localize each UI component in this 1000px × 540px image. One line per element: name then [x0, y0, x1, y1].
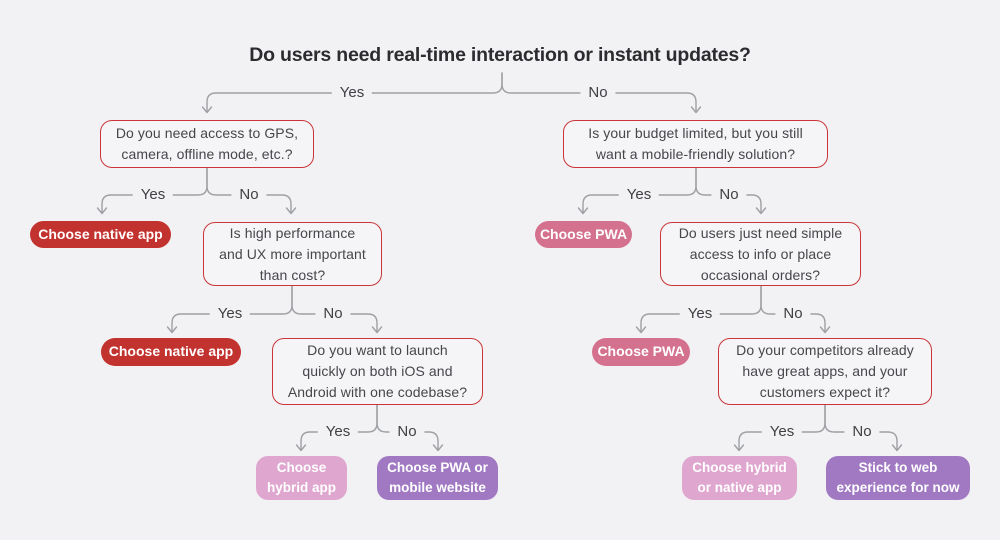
branch-label-yes: Yes	[679, 305, 721, 323]
answer-choose-hybrid-app: Choose hybrid app	[256, 456, 347, 500]
answer-stick-to-web: Stick to web experience for now	[826, 456, 970, 500]
answer-choose-pwa-1: Choose PWA	[535, 221, 632, 248]
question-performance-ux-cost: Is high performance and UX more importan…	[203, 222, 382, 286]
branch-label-no: No	[231, 186, 267, 204]
answer-choose-hybrid-or-native-app: Choose hybrid or native app	[682, 456, 797, 500]
arrowhead-icon	[201, 106, 213, 114]
branch-label-yes: Yes	[209, 305, 251, 323]
question-budget-limited: Is your budget limited, but you still wa…	[563, 120, 828, 168]
question-simple-access: Do users just need simple access to info…	[660, 222, 861, 286]
question-competitors-apps: Do your competitors already have great a…	[718, 338, 932, 405]
branch-label-no: No	[844, 423, 880, 441]
arrowhead-icon	[295, 444, 307, 452]
arrowhead-icon	[635, 326, 647, 334]
arrowhead-icon	[96, 207, 108, 215]
arrowhead-icon	[577, 207, 589, 215]
fork-root	[201, 72, 702, 114]
branch-label-yes: Yes	[331, 84, 373, 102]
arrowhead-icon	[733, 444, 745, 452]
arrowhead-icon	[755, 207, 767, 215]
arrowhead-icon	[819, 326, 831, 334]
question-gps-camera-offline: Do you need access to GPS, camera, offli…	[100, 120, 314, 168]
branch-label-yes: Yes	[761, 423, 803, 441]
branch-label-yes: Yes	[132, 186, 174, 204]
branch-label-no: No	[775, 305, 811, 323]
arrowhead-icon	[166, 326, 178, 334]
branch-label-no: No	[711, 186, 747, 204]
answer-choose-pwa-2: Choose PWA	[592, 338, 690, 366]
answer-choose-native-app-1: Choose native app	[30, 221, 171, 248]
branch-label-no: No	[580, 84, 616, 102]
arrowhead-icon	[891, 444, 903, 452]
arrowhead-icon	[371, 326, 383, 334]
answer-choose-native-app-2: Choose native app	[101, 338, 241, 366]
branch-label-no: No	[315, 305, 351, 323]
answer-choose-pwa-or-mobile-website: Choose PWA or mobile website	[377, 456, 498, 500]
question-one-codebase: Do you want to launch quickly on both iO…	[272, 338, 483, 405]
branch-label-no: No	[389, 423, 425, 441]
arrowhead-icon	[432, 444, 444, 452]
branch-label-yes: Yes	[317, 423, 359, 441]
page-title: Do users need real-time interaction or i…	[249, 44, 751, 66]
branch-label-yes: Yes	[618, 186, 660, 204]
arrowhead-icon	[690, 106, 702, 114]
arrowhead-icon	[285, 207, 297, 215]
